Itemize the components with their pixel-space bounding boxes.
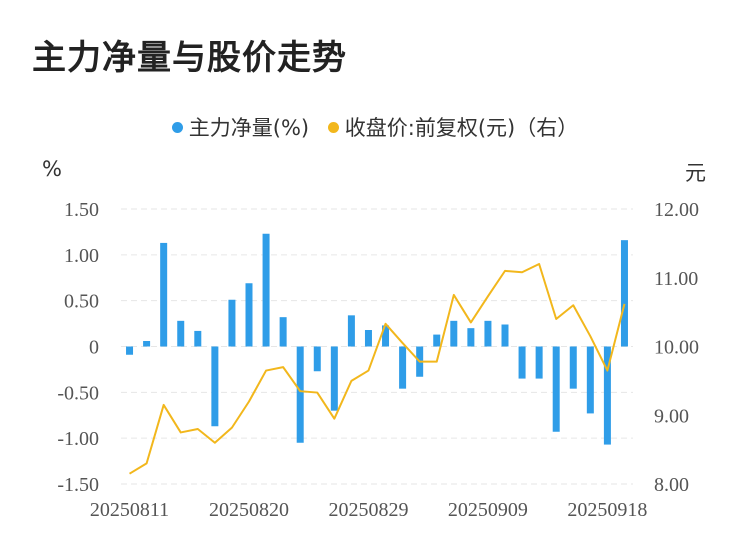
right-tick-label: 9.00	[654, 405, 689, 427]
bar	[382, 325, 390, 347]
bar	[313, 346, 321, 372]
bar	[467, 328, 475, 347]
bar	[586, 346, 594, 414]
left-tick-label: 0	[89, 337, 99, 359]
right-axis-unit: 元	[685, 161, 706, 185]
bar	[228, 299, 236, 347]
left-tick-label: -1.00	[57, 428, 99, 450]
bar	[433, 334, 441, 347]
left-axis-unit: %	[42, 157, 62, 181]
left-tick-label: 1.00	[64, 245, 99, 267]
legend: 主力净量(%) 收盘价:前复权(元)（右）	[0, 112, 750, 142]
legend-bar-label: 主力净量(%)	[188, 116, 310, 140]
x-tick-label: 20250811	[90, 499, 169, 521]
bar	[552, 346, 560, 432]
bar	[177, 320, 185, 347]
right-tick-label: 11.00	[654, 268, 698, 290]
left-tick-label: -0.50	[57, 382, 99, 404]
x-tick-label: 20250829	[328, 499, 408, 521]
bar	[347, 315, 355, 347]
left-tick-label: 1.50	[64, 199, 99, 221]
bar	[535, 346, 543, 379]
right-tick-label: 12.00	[654, 199, 699, 221]
bar	[194, 330, 202, 347]
bar	[518, 346, 526, 379]
bar	[603, 346, 611, 445]
bar	[450, 320, 458, 347]
chart-title: 主力净量与股价走势	[32, 38, 347, 78]
bar	[399, 346, 407, 389]
x-tick-label: 20250820	[209, 499, 289, 521]
bar	[296, 346, 304, 443]
price-line	[129, 263, 626, 475]
bar	[160, 242, 168, 347]
right-tick-label: 10.00	[654, 337, 699, 359]
x-tick-label: 20250909	[448, 499, 528, 521]
bar	[330, 346, 338, 411]
right-tick-label: 8.00	[654, 474, 689, 496]
bar	[620, 240, 628, 347]
bar	[364, 330, 372, 347]
x-tick-label: 20250918	[567, 499, 647, 521]
bar	[484, 320, 492, 347]
legend-item-line[interactable]: 收盘价:前复权(元)（右）	[327, 112, 579, 142]
bar	[143, 341, 151, 347]
bar	[245, 283, 253, 347]
legend-line-label: 收盘价:前复权(元)（右）	[344, 116, 579, 140]
bar	[279, 317, 287, 347]
bar	[126, 346, 134, 355]
bar	[262, 233, 270, 347]
bar	[501, 324, 509, 347]
legend-bar-dot-icon	[171, 121, 183, 133]
bar	[569, 346, 577, 389]
legend-line-dot-icon	[327, 121, 339, 133]
left-tick-label: 0.50	[64, 291, 99, 313]
bar	[211, 346, 219, 427]
left-tick-label: -1.50	[57, 474, 99, 496]
legend-item-bar[interactable]: 主力净量(%)	[171, 112, 310, 142]
